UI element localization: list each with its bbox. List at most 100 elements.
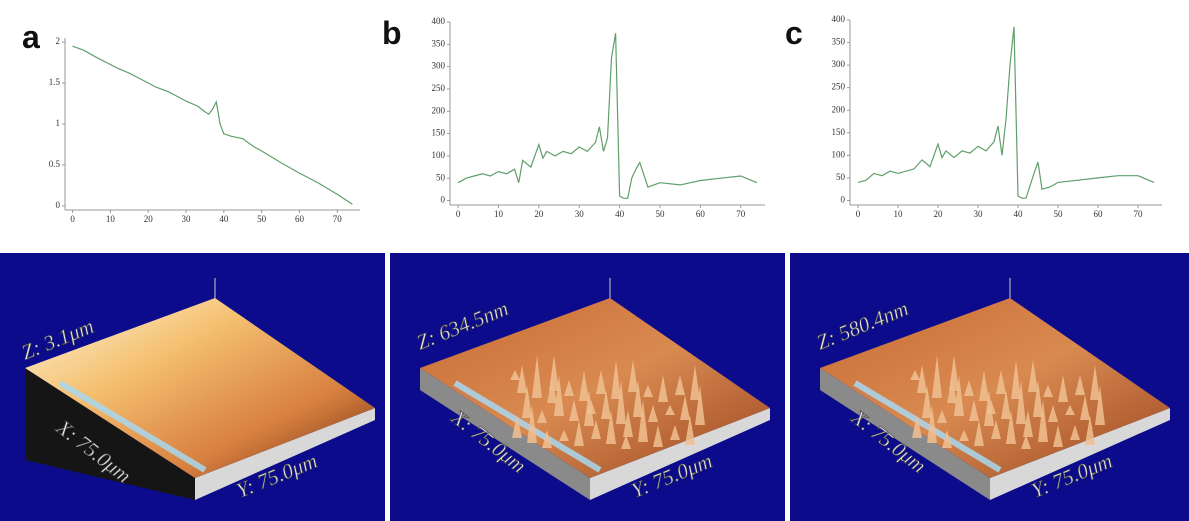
y-tick-label: 350 [432,38,446,48]
x-tick-label: 10 [894,209,904,219]
peak [991,420,1001,439]
peak [979,370,989,401]
peak [932,355,942,398]
peak [1011,360,1021,399]
surface [420,298,770,478]
peak [1065,405,1075,415]
x-tick-label: 50 [1054,209,1064,219]
x-tick-label: 50 [257,214,267,224]
peak [648,405,658,422]
x-tick-label: 60 [295,214,305,224]
peak [947,380,957,403]
x-tick-label: 30 [974,209,984,219]
surface [820,298,1170,478]
y-tick-label: 250 [832,82,846,92]
y-tick-label: 250 [432,83,446,93]
left-wall [25,368,195,500]
peak [1021,435,1031,449]
x-tick-label: 60 [1094,209,1104,219]
peak [680,395,690,420]
y-tick-label: 100 [432,150,446,160]
peak [1043,385,1053,397]
peak [628,360,638,392]
peak [569,400,579,421]
right-wall [195,408,375,500]
peak [1023,410,1033,437]
x-tick-label: 10 [106,214,116,224]
x-tick-label: 30 [575,209,585,219]
peak [611,360,621,399]
peak [690,365,700,400]
peak [512,415,522,438]
peak [1080,395,1090,420]
peak [1070,425,1080,440]
right-wall [990,408,1170,500]
peak [937,410,947,423]
left-wall [820,368,990,500]
x-tick-label: 0 [856,209,861,219]
peak [586,400,596,414]
y-tick-label: 350 [832,37,846,47]
peak [1053,425,1063,447]
peak [685,415,695,445]
peak [621,435,631,449]
scan-line [453,380,602,473]
x-tick-label: 10 [494,209,504,219]
line-series [72,45,353,205]
peak [633,380,643,417]
y-tick-label: 2 [56,36,61,46]
peak [601,390,611,419]
x-tick-label: 70 [333,214,343,224]
x-tick-label: 30 [182,214,192,224]
peak [1006,410,1016,444]
y-tick-label: 50 [836,172,846,182]
x-tick-label: 20 [934,209,944,219]
peak [579,370,589,401]
peak [949,355,959,391]
peak [554,375,564,416]
peak [623,410,633,437]
y-tick-label: 0 [56,200,61,210]
x-tick-label: 20 [144,214,154,224]
y-tick-label: 300 [832,59,846,69]
peak [537,410,547,423]
y-tick-label: 150 [832,127,846,137]
y-tick-label: 400 [832,14,846,24]
peak [1048,405,1058,422]
panel-letter: c [785,15,803,51]
line-series [457,33,758,199]
x-tick-label: 0 [70,214,75,224]
right-wall [590,408,770,500]
y-tick-label: 100 [832,149,846,159]
peak [510,370,520,380]
y-tick-label: 300 [432,61,446,71]
peak [549,355,559,391]
y-tick-label: 200 [432,105,446,115]
peak [1075,375,1085,395]
x-tick-label: 0 [456,209,461,219]
peak [1028,360,1038,392]
x-tick-label: 40 [1014,209,1024,219]
y-tick-label: 0 [441,195,446,205]
x-tick-label: 40 [219,214,229,224]
left-wall [420,368,590,500]
x-tick-label: 20 [534,209,544,219]
peak [910,370,920,380]
peak [527,405,537,443]
peak [927,405,937,443]
y-tick-label: 0 [841,195,846,205]
peak [1095,385,1105,425]
peak [1090,365,1100,400]
peak [912,415,922,438]
peak [1001,390,1011,419]
peak [564,380,574,396]
peak [969,400,979,421]
x-tick-label: 60 [696,209,706,219]
peak [596,370,606,394]
peak [1058,375,1068,402]
peak [695,385,705,425]
surface [25,298,375,478]
peak [532,355,542,398]
